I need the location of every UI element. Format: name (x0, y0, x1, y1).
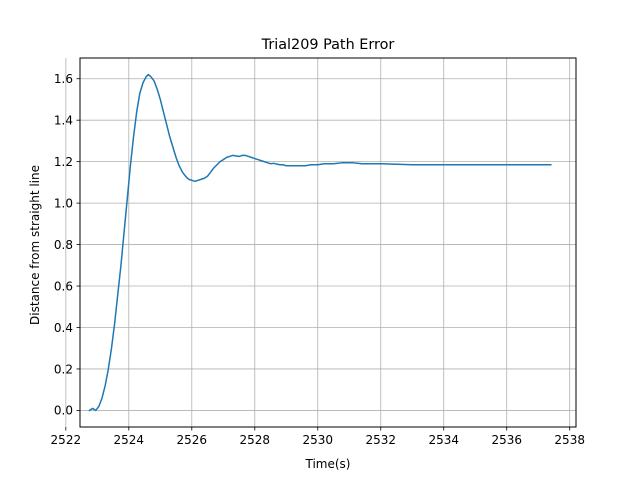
x-tick-label: 2538 (554, 433, 585, 447)
x-tick-label: 2536 (491, 433, 522, 447)
x-tick-label: 2524 (114, 433, 145, 447)
x-tick-label: 2534 (428, 433, 459, 447)
x-tick-label: 2528 (240, 433, 271, 447)
y-tick-label: 1.2 (54, 155, 73, 169)
y-axis: 0.0 0.2 0.4 0.6 0.8 1.0 1.2 1.4 1.6 (54, 72, 80, 418)
x-tick-label: 2532 (365, 433, 396, 447)
x-tick-label: 2522 (51, 433, 82, 447)
plot-frame (79, 57, 577, 428)
series-layer (88, 73, 552, 412)
x-tick-label: 2526 (177, 433, 208, 447)
x-axis: 2522 2524 2526 2528 2530 2532 2534 2536 2538 (51, 427, 585, 447)
grid-lines (65, 58, 576, 427)
x-tick-label: 2530 (302, 433, 333, 447)
chart-title: Trial209 Path Error (261, 37, 395, 53)
y-tick-label: 0.8 (54, 238, 73, 252)
y-tick-label: 0.2 (54, 362, 73, 376)
y-tick-label: 1.6 (54, 72, 73, 86)
y-tick-label: 0.0 (54, 404, 73, 418)
series-line-0 (88, 73, 552, 412)
y-tick-label: 1.4 (54, 113, 73, 127)
y-axis-title: Distance from straight line (28, 165, 42, 325)
y-tick-label: 0.6 (54, 279, 73, 293)
y-tick-label: 0.4 (54, 321, 73, 335)
x-axis-title: Time(s) (305, 457, 351, 471)
y-tick-label: 1.0 (54, 196, 73, 210)
